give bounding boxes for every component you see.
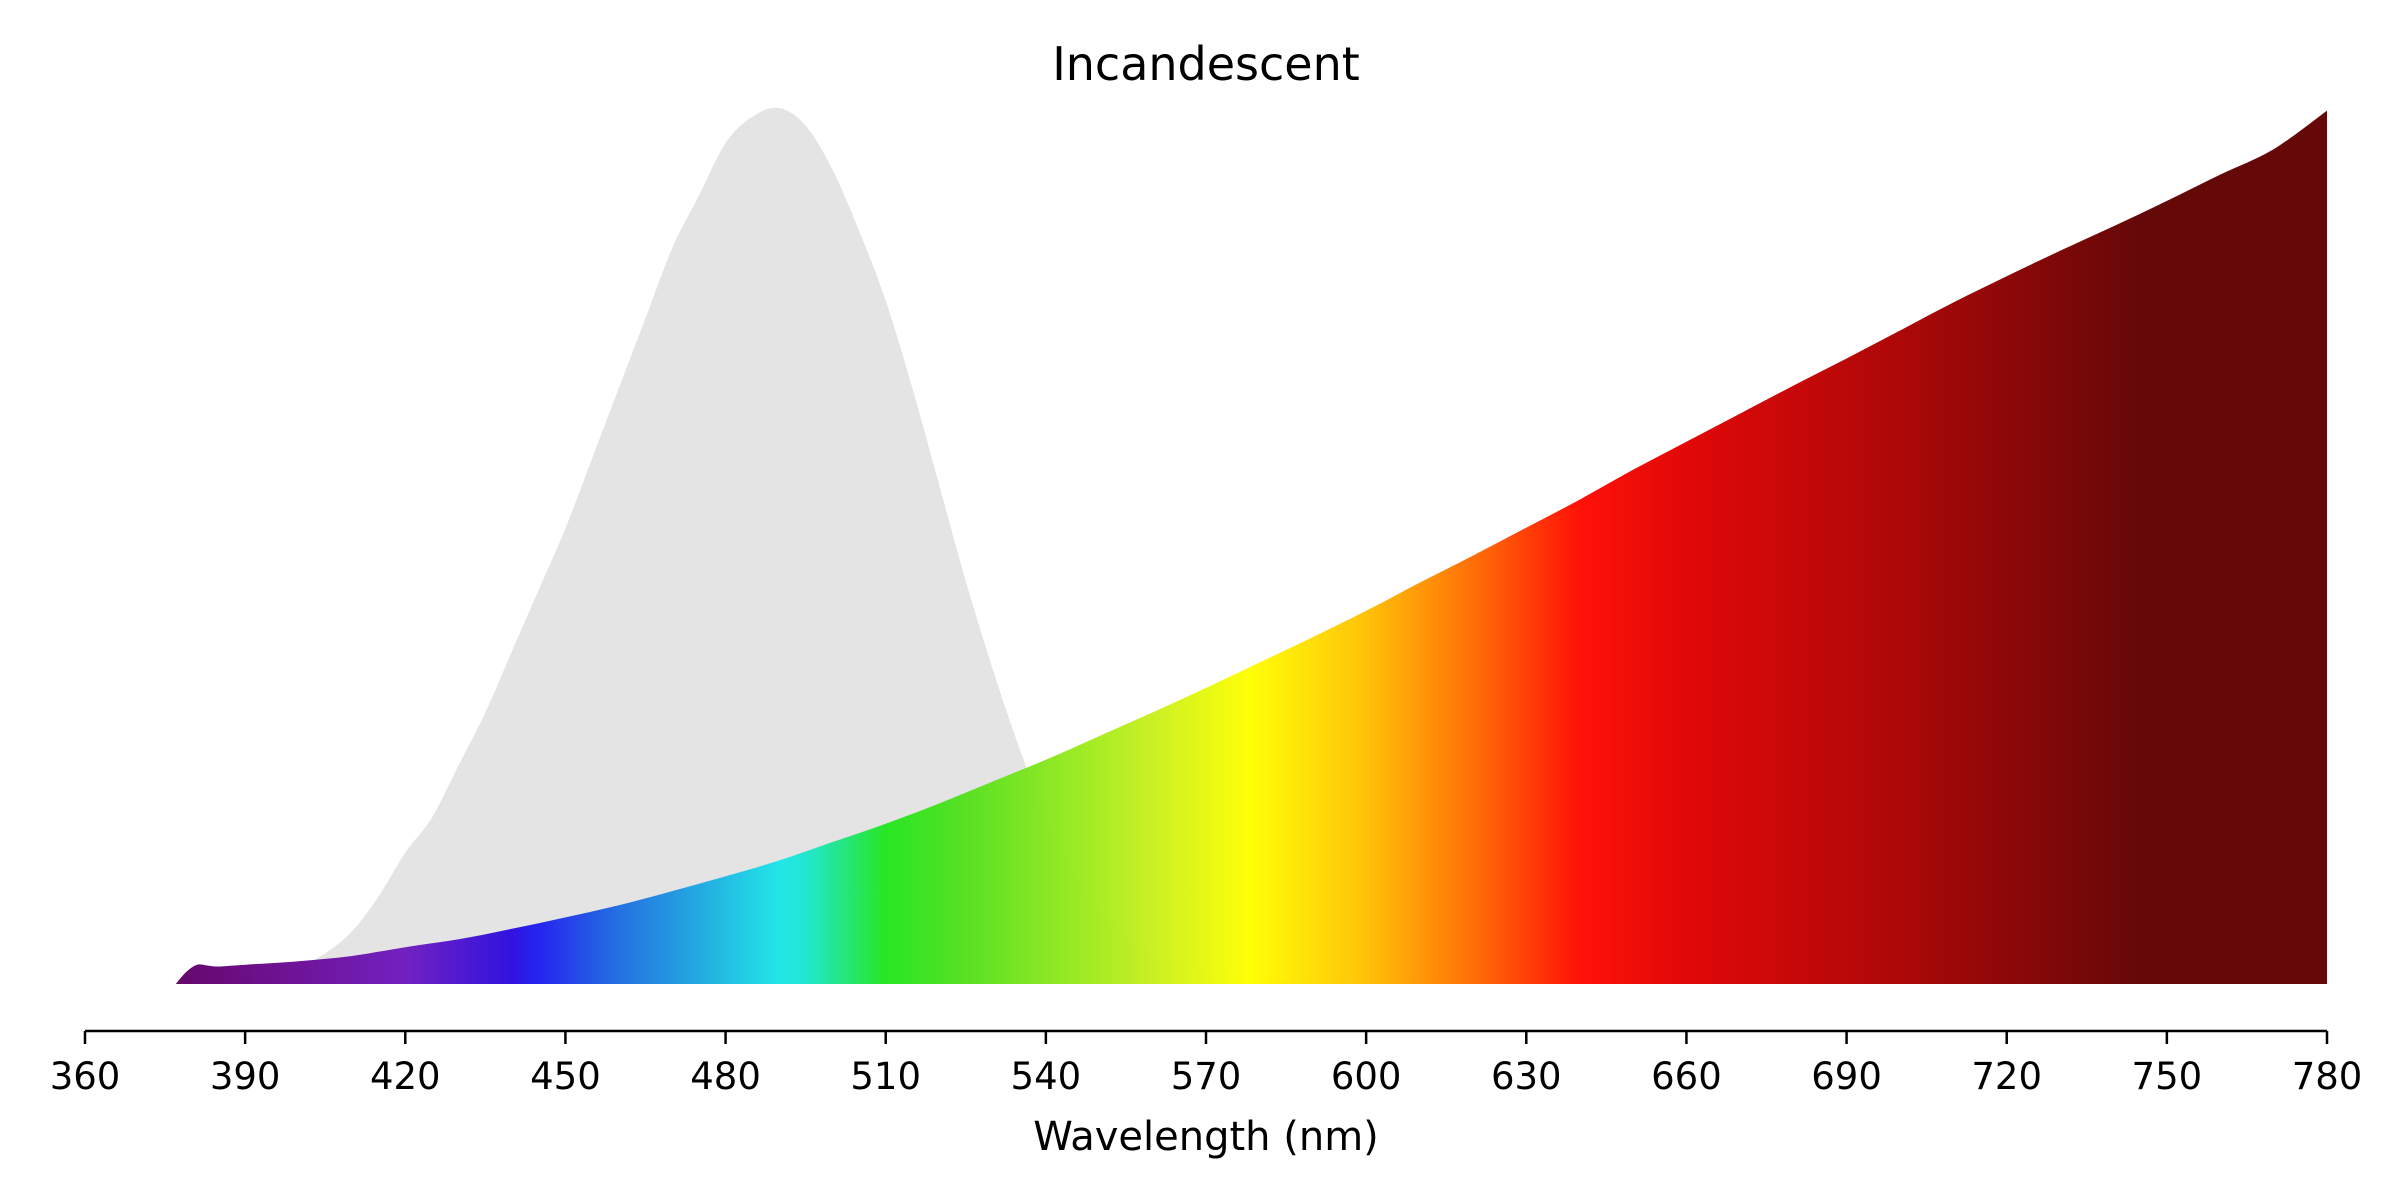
x-tick-label: 540 bbox=[1011, 1055, 1082, 1098]
x-tick-label: 690 bbox=[1811, 1055, 1882, 1098]
x-tick-label: 390 bbox=[210, 1055, 281, 1098]
x-tick-label: 630 bbox=[1491, 1055, 1562, 1098]
chart-title: Incandescent bbox=[1052, 37, 1360, 91]
x-tick-label: 450 bbox=[530, 1055, 601, 1098]
plot-area bbox=[175, 107, 2328, 985]
x-tick-label: 720 bbox=[1971, 1055, 2042, 1098]
x-tick-label: 480 bbox=[690, 1055, 761, 1098]
x-tick-label: 420 bbox=[370, 1055, 441, 1098]
x-tick-label: 660 bbox=[1651, 1055, 1722, 1098]
sensitivity-curve-area bbox=[175, 107, 1527, 985]
x-tick-label: 750 bbox=[2132, 1055, 2203, 1098]
spectrum-area bbox=[175, 110, 2328, 985]
x-tick-label: 510 bbox=[850, 1055, 921, 1098]
x-tick-label: 360 bbox=[50, 1055, 121, 1098]
x-tick-label: 600 bbox=[1331, 1055, 1402, 1098]
x-tick-label: 780 bbox=[2292, 1055, 2363, 1098]
x-axis-label: Wavelength (nm) bbox=[1033, 1114, 1379, 1160]
x-tick-label: 570 bbox=[1171, 1055, 1242, 1098]
x-axis: 360 390 420 450 480 510 540 570 600 630 660 690 720 7… bbox=[50, 1029, 2363, 1098]
